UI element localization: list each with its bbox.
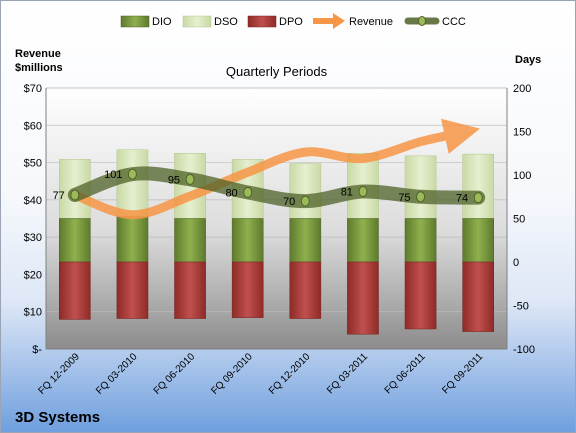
ccc-point xyxy=(300,195,310,207)
ccc-data-label: 80 xyxy=(225,187,237,199)
right-axis-title: Days xyxy=(515,54,541,66)
ccc-data-label: 75 xyxy=(398,192,410,204)
right-tick-label: 0 xyxy=(513,257,519,269)
ccc-point xyxy=(185,173,195,185)
right-tick-label: 100 xyxy=(513,170,531,182)
x-tick-label: FQ 03-2010 xyxy=(94,351,140,397)
right-tick-label: 50 xyxy=(513,214,525,226)
chart-title: Quarterly Periods xyxy=(226,64,328,79)
left-axis-title-line1: Revenue xyxy=(15,48,61,60)
ccc-data-label: 81 xyxy=(341,187,353,199)
right-tick-label: -50 xyxy=(513,301,529,313)
right-tick-label: 150 xyxy=(513,127,531,139)
ccc-points: 77 101 95 80 70 81 75 74 xyxy=(53,168,483,208)
left-tick-label: $20 xyxy=(24,269,42,281)
dso-bar xyxy=(289,163,322,219)
company-name: 3D Systems xyxy=(15,409,100,426)
left-tick-label: $10 xyxy=(24,307,42,319)
dio-bar xyxy=(59,218,91,263)
ccc-data-label: 77 xyxy=(53,190,65,202)
ccc-data-label: 101 xyxy=(104,169,122,181)
legend: DIO DSO DPO Revenue CCC xyxy=(120,13,466,29)
revenue-line xyxy=(70,118,480,220)
ccc-point xyxy=(358,186,368,198)
legend-swatch-dso xyxy=(182,15,212,28)
dpo-bar xyxy=(404,261,437,330)
dio-bar xyxy=(116,216,149,263)
left-tick-label: $40 xyxy=(24,195,42,207)
x-tick-label: FQ 09-2011 xyxy=(440,351,485,396)
x-tick-label: FQ 06-2010 xyxy=(152,351,198,397)
legend-label-dso: DSO xyxy=(214,16,238,28)
legend-swatch-ccc-dot xyxy=(418,16,426,26)
ccc-line xyxy=(67,166,486,209)
ccc-point xyxy=(70,189,80,201)
dio-bar xyxy=(462,218,494,263)
dio-bar xyxy=(347,218,379,263)
dpo-bar xyxy=(116,261,149,319)
legend-swatch-dpo xyxy=(247,15,277,28)
x-tick-label: FQ 03-2011 xyxy=(325,351,370,396)
ccc-point xyxy=(127,168,137,180)
legend-label-dio: DIO xyxy=(152,16,172,28)
left-tick-label: $30 xyxy=(24,232,42,244)
legend-label-dpo: DPO xyxy=(279,16,303,28)
x-tick-label: FQ 06-2011 xyxy=(383,351,428,396)
plot-area xyxy=(45,87,508,350)
ccc-data-label: 70 xyxy=(283,196,295,208)
x-tick-label: FQ 09-2010 xyxy=(209,351,255,397)
left-tick-label: $50 xyxy=(24,158,42,170)
right-tick-label: 200 xyxy=(513,83,531,95)
x-tick-label: FQ 12-2009 xyxy=(36,351,82,397)
dio-bar xyxy=(289,218,322,263)
legend-swatch-dio xyxy=(120,15,150,28)
dso-bar xyxy=(404,155,437,219)
legend-label-ccc: CCC xyxy=(442,16,466,28)
left-tick-label: $70 xyxy=(24,83,42,95)
dso-bar xyxy=(462,153,494,219)
dio-bar xyxy=(404,218,437,263)
ccc-point xyxy=(473,192,483,204)
dpo-bar xyxy=(59,261,91,320)
left-tick-label: $- xyxy=(32,344,42,356)
dio-bar xyxy=(231,218,264,263)
ccc-point xyxy=(243,186,253,198)
legend-label-revenue: Revenue xyxy=(349,16,393,28)
right-tick-label: -100 xyxy=(513,344,535,356)
dpo-bar xyxy=(231,261,264,318)
ccc-data-label: 74 xyxy=(456,193,468,205)
dpo-bar xyxy=(289,261,322,319)
left-tick-label: $60 xyxy=(24,120,42,132)
ccc-point xyxy=(416,191,426,203)
dpo-bar xyxy=(174,261,206,319)
dio-bar xyxy=(174,218,206,263)
dpo-bar xyxy=(347,261,379,335)
left-axis-title-line2: $millions xyxy=(15,62,63,74)
legend-swatch-revenue-arrow xyxy=(333,13,345,29)
x-tick-label: FQ 12-2010 xyxy=(267,351,313,397)
ccc-data-label: 95 xyxy=(168,174,180,186)
dpo-bar xyxy=(462,261,494,332)
